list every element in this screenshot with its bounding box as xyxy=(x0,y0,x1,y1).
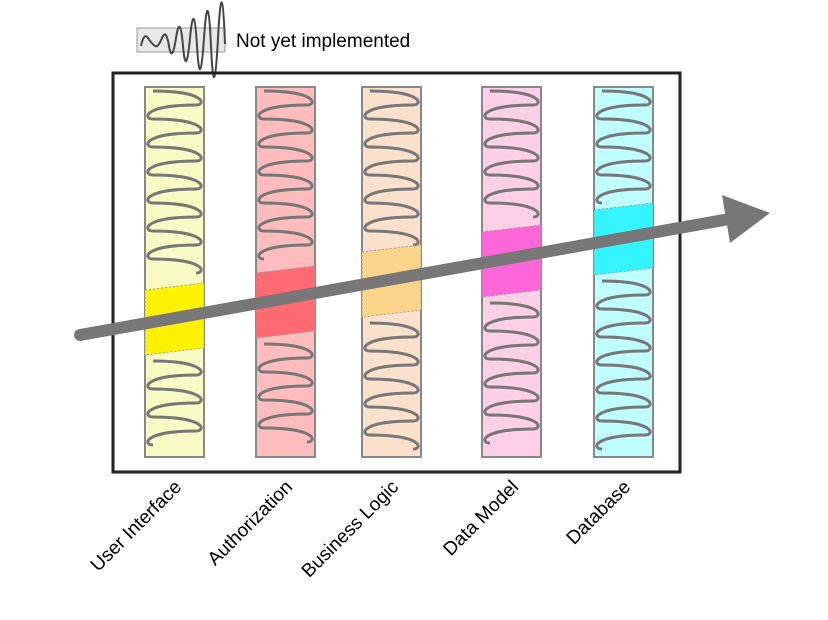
spring-coil-icon xyxy=(363,89,420,247)
arrow-shaft xyxy=(74,212,741,341)
layer-label: Authorization xyxy=(204,477,297,570)
spring-coil-icon xyxy=(257,342,314,444)
layer-label: Business Logic xyxy=(298,477,403,582)
slice-arrow xyxy=(74,195,770,341)
arrow-head xyxy=(722,195,770,243)
layer-column xyxy=(481,86,542,458)
layer-label: Database xyxy=(563,477,635,549)
legend: Not yet implemented xyxy=(136,1,410,78)
spring-coil-icon xyxy=(146,359,203,447)
spring-coil-icon xyxy=(483,301,540,445)
layer-column xyxy=(144,86,205,458)
spring-coil-icon xyxy=(257,89,314,261)
layer-label: User Interface xyxy=(87,477,186,576)
layer-column xyxy=(255,86,316,458)
spring-coil-icon xyxy=(363,321,420,451)
legend-label: Not yet implemented xyxy=(236,31,410,52)
layer-label: Data Model xyxy=(439,477,523,561)
spring-coil-icon xyxy=(483,89,540,219)
layer-column-bg xyxy=(144,86,205,458)
spring-coil-icon xyxy=(146,89,203,275)
spring-coil-icon xyxy=(595,89,652,205)
system-frame xyxy=(111,71,682,474)
spring-coil-icon xyxy=(140,1,226,78)
spring-coil-icon xyxy=(595,279,652,451)
layer-column xyxy=(593,86,654,458)
